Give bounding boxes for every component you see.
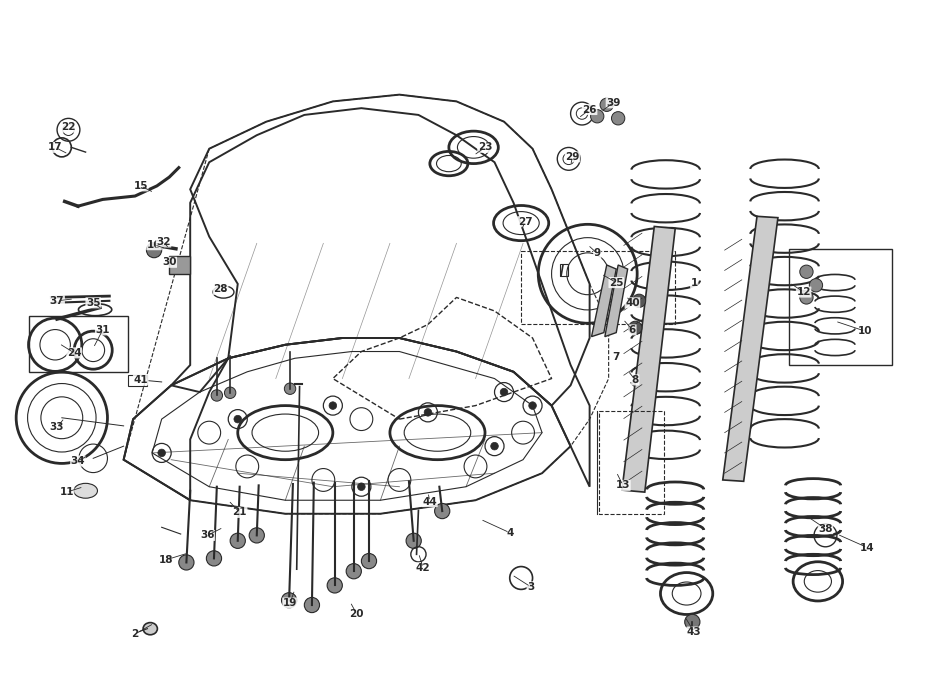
Ellipse shape <box>74 483 98 498</box>
Text: 25: 25 <box>609 278 624 287</box>
Circle shape <box>230 533 245 548</box>
Circle shape <box>600 98 613 112</box>
Text: 26: 26 <box>582 105 597 114</box>
Text: 40: 40 <box>625 298 640 308</box>
Text: 35: 35 <box>86 298 101 308</box>
Circle shape <box>800 291 813 304</box>
Circle shape <box>611 112 625 125</box>
Text: 20: 20 <box>349 609 364 619</box>
Text: 9: 9 <box>593 249 601 258</box>
Text: 8: 8 <box>631 375 639 385</box>
Circle shape <box>224 387 236 398</box>
Text: 22: 22 <box>61 122 76 132</box>
Circle shape <box>304 598 320 612</box>
Circle shape <box>234 415 242 423</box>
Bar <box>128 375 147 386</box>
Circle shape <box>284 383 296 394</box>
Text: 41: 41 <box>133 375 148 385</box>
Polygon shape <box>605 265 628 337</box>
Circle shape <box>629 321 642 335</box>
Circle shape <box>249 528 264 543</box>
Ellipse shape <box>143 623 158 635</box>
Text: 13: 13 <box>615 481 631 490</box>
Bar <box>789 249 892 365</box>
Text: 24: 24 <box>67 348 82 358</box>
Circle shape <box>500 388 508 396</box>
Text: 12: 12 <box>796 287 811 297</box>
Text: 33: 33 <box>49 422 65 432</box>
Circle shape <box>179 555 194 570</box>
Text: 27: 27 <box>517 217 533 226</box>
Circle shape <box>685 614 700 629</box>
Text: 3: 3 <box>527 582 534 592</box>
Text: 2: 2 <box>131 629 139 639</box>
Text: 36: 36 <box>200 531 215 540</box>
Text: 16: 16 <box>146 240 162 249</box>
Polygon shape <box>592 265 616 337</box>
Text: 6: 6 <box>629 325 636 335</box>
Circle shape <box>491 442 498 450</box>
Text: 23: 23 <box>477 143 493 152</box>
Circle shape <box>206 551 222 566</box>
Text: 42: 42 <box>416 563 431 573</box>
Text: 15: 15 <box>133 181 148 191</box>
Circle shape <box>529 402 536 410</box>
Circle shape <box>358 483 365 491</box>
Text: 11: 11 <box>59 487 74 497</box>
Circle shape <box>327 578 342 593</box>
Circle shape <box>361 554 377 569</box>
Circle shape <box>211 390 223 401</box>
Text: 31: 31 <box>95 325 110 335</box>
Circle shape <box>406 533 421 548</box>
Polygon shape <box>622 226 675 492</box>
Bar <box>29 316 128 372</box>
Circle shape <box>809 279 823 292</box>
Text: 1: 1 <box>690 278 698 287</box>
Bar <box>521 251 675 324</box>
Text: 32: 32 <box>156 237 171 247</box>
Text: 17: 17 <box>48 143 63 152</box>
Polygon shape <box>723 216 778 481</box>
Text: 34: 34 <box>70 456 86 466</box>
Text: 39: 39 <box>606 98 621 107</box>
Bar <box>599 411 664 514</box>
Circle shape <box>346 564 361 579</box>
Text: 28: 28 <box>213 285 228 294</box>
Text: 37: 37 <box>49 296 65 306</box>
Circle shape <box>158 449 165 457</box>
Text: 44: 44 <box>422 497 437 506</box>
Bar <box>169 256 190 274</box>
Circle shape <box>591 110 604 123</box>
Circle shape <box>146 243 162 258</box>
Circle shape <box>800 265 813 279</box>
Circle shape <box>424 408 432 416</box>
Circle shape <box>329 402 337 410</box>
Text: 7: 7 <box>612 352 620 362</box>
Text: 43: 43 <box>687 627 702 637</box>
Text: 30: 30 <box>162 258 177 267</box>
Circle shape <box>281 593 297 608</box>
Circle shape <box>435 504 450 518</box>
Text: 38: 38 <box>818 524 833 533</box>
Text: 19: 19 <box>282 598 298 608</box>
Text: 14: 14 <box>860 543 875 552</box>
Text: 10: 10 <box>858 327 873 336</box>
Text: 4: 4 <box>506 528 514 537</box>
Text: 18: 18 <box>159 555 174 564</box>
Text: 21: 21 <box>232 508 247 517</box>
Bar <box>560 264 568 276</box>
Circle shape <box>632 294 646 308</box>
Text: 29: 29 <box>565 152 580 162</box>
